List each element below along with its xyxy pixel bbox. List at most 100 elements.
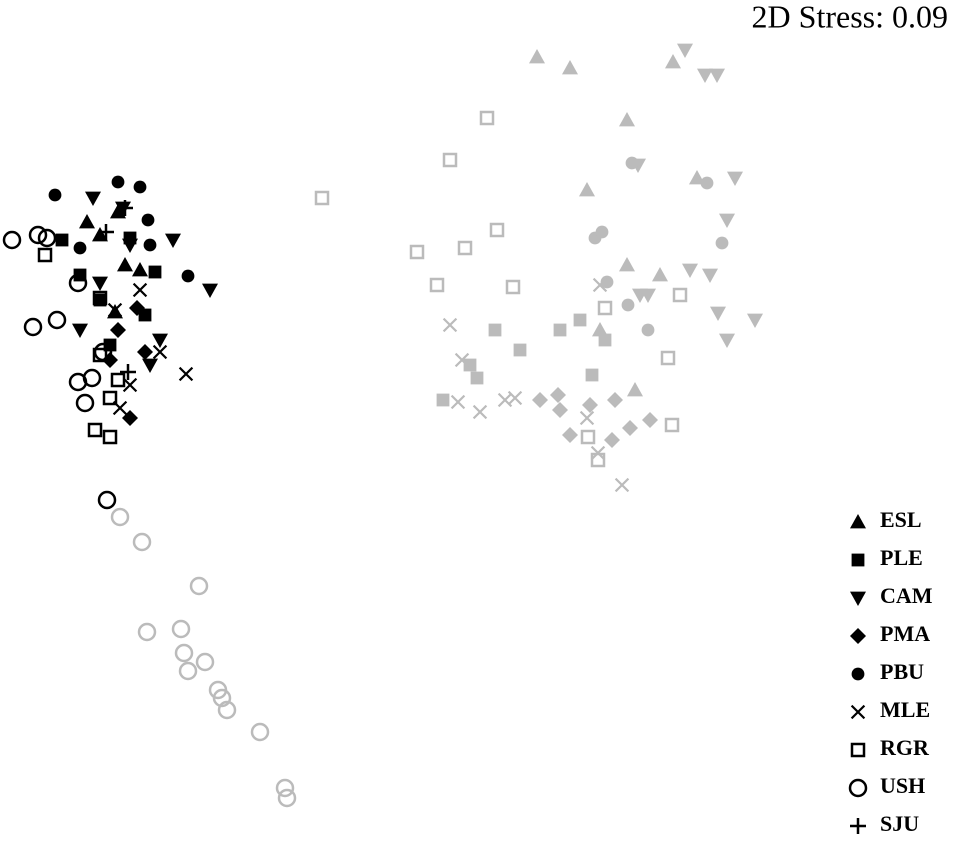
marker-open-square [87,422,103,438]
marker-open-square [102,390,118,406]
marker-square [851,553,865,567]
marker-open-square [664,417,680,433]
legend-label: USH [880,773,925,798]
marker-open-square [489,222,505,238]
marker-open-circle [174,643,194,663]
marker-triangle [79,214,95,229]
marker-square [148,265,162,279]
marker-triangle [592,322,608,337]
marker-circle [111,175,125,189]
marker-square [470,371,484,385]
marker-open-circle [23,317,43,337]
marker-plus [98,224,114,240]
marker-open-circle [277,788,297,808]
marker-triangle [579,182,595,197]
marker-square [513,343,527,357]
marker-diamond [604,432,620,448]
marker-down-triangle [727,171,743,186]
marker-open-square [37,247,53,263]
marker-cross [178,366,194,382]
marker-open-circle [93,342,113,362]
marker-square [138,308,152,322]
marker-plus [120,364,136,380]
marker-open-square [505,279,521,295]
marker-diamond [850,628,866,644]
marker-open-circle [189,576,209,596]
marker-down-triangle [85,191,101,206]
marker-open-square [479,110,495,126]
marker-down-triangle [682,263,698,278]
marker-open-square [92,347,108,363]
marker-open-circle [97,490,117,510]
marker-triangle [665,54,681,69]
marker-down-triangle [850,591,866,606]
marker-square [585,368,599,382]
marker-triangle [652,267,668,282]
marker-open-circle [82,368,102,388]
marker-open-circle [217,700,237,720]
marker-circle [715,236,729,250]
marker-circle [181,269,195,283]
marker-open-circle [2,230,22,250]
marker-down-triangle [677,43,693,58]
marker-down-triangle [719,213,735,228]
marker-open-square [457,240,473,256]
marker-open-square [590,452,606,468]
marker-open-square [92,290,108,306]
marker-diamond [582,397,598,413]
marker-open-square [102,429,118,445]
marker-triangle [627,382,643,397]
marker-circle [143,238,157,252]
marker-open-circle [212,688,232,708]
marker-down-triangle [747,313,763,328]
marker-cross [450,394,466,410]
legend-label: SJU [880,811,919,836]
marker-open-square [429,277,445,293]
marker-cross [454,352,470,368]
legend-label: MLE [880,697,930,722]
marker-down-triangle [152,333,168,348]
marker-square [573,313,587,327]
marker-open-circle [75,393,95,413]
marker-square [55,233,69,247]
marker-diamond [552,402,568,418]
marker-open-circle [250,722,270,742]
marker-open-circle [68,273,88,293]
marker-open-square [110,372,126,388]
marker-cross [152,344,168,360]
marker-down-triangle [142,358,158,373]
marker-diamond [550,387,566,403]
legend-label: CAM [880,583,933,608]
legend-label: PMA [880,621,930,646]
marker-open-circle [275,778,295,798]
marker-circle [595,225,609,239]
marker-diamond [532,392,548,408]
marker-circle [625,156,639,170]
marker-open-circle [178,661,198,681]
marker-open-circle [848,778,868,798]
marker-square [553,323,567,337]
marker-circle [621,298,635,312]
marker-down-triangle [72,323,88,338]
marker-diamond [110,322,126,338]
marker-plus [850,818,866,834]
marker-circle [641,323,655,337]
legend-label: ESL [880,507,922,532]
marker-open-square [442,152,458,168]
marker-triangle [117,257,133,272]
marker-open-square [409,244,425,260]
marker-open-square [660,350,676,366]
marker-cross [579,410,595,426]
marker-circle [48,188,62,202]
marker-square [463,358,477,372]
marker-diamond [129,300,145,316]
marker-open-square [314,190,330,206]
marker-cross [472,404,488,420]
marker-triangle [110,204,126,219]
marker-triangle [529,49,545,64]
marker-open-circle [137,622,157,642]
marker-open-square [672,287,688,303]
marker-open-circle [37,228,57,248]
legend-label: RGR [880,735,930,760]
